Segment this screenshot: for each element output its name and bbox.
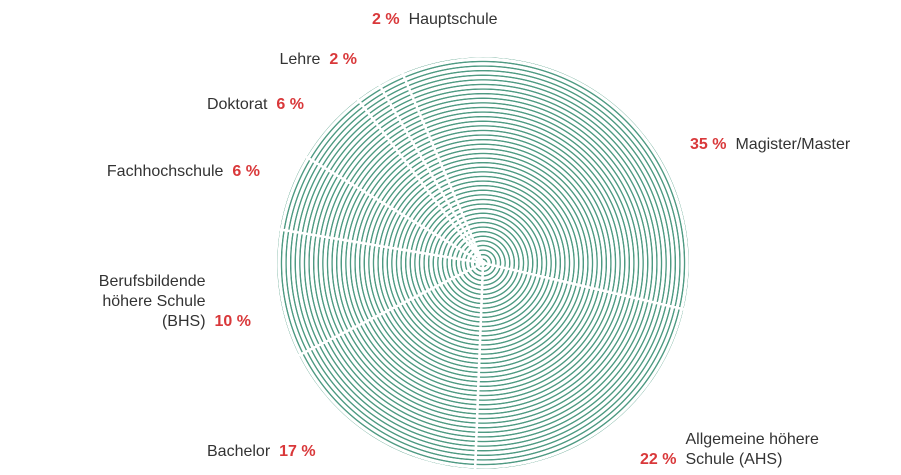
- value-label: 2 %: [372, 11, 400, 28]
- category-label: Magister/Master: [735, 136, 851, 153]
- pie-slice: [296, 260, 485, 472]
- value-label: 22 %: [640, 451, 677, 468]
- category-label: Lehre: [279, 51, 321, 68]
- slice-label: 22 % Allgemeine höhere Schule (AHS): [640, 430, 830, 470]
- slice-label: Bachelor 17 %: [207, 442, 316, 462]
- pie-slice: [377, 70, 485, 264]
- slice-label: 35 % Magister/Master: [690, 135, 850, 155]
- category-label: Bachelor: [207, 443, 271, 460]
- value-label: 6 %: [276, 96, 304, 113]
- category-label: Fachhochschule: [106, 163, 224, 180]
- category-label: Doktorat: [206, 96, 268, 113]
- value-label: 17 %: [279, 443, 316, 460]
- value-label: 2 %: [329, 51, 357, 68]
- slice-label: Doktorat 6 %: [207, 95, 304, 115]
- category-label: Hauptschule: [408, 11, 498, 28]
- value-label: 10 %: [214, 313, 251, 330]
- slice-label: Fachhochschule 6 %: [107, 162, 260, 182]
- pie-slice: [400, 54, 692, 312]
- category-label: Allgemeine höhere Schule (AHS): [685, 431, 819, 468]
- value-label: 35 %: [690, 136, 727, 153]
- slice-label: Berufsbildende höhere Schule (BHS) 10 %: [76, 272, 251, 332]
- slice-label: Lehre 2 %: [280, 50, 358, 70]
- pie-slice: [274, 227, 487, 358]
- value-label: 6 %: [232, 163, 260, 180]
- category-label: Berufsbildende höhere Schule (BHS): [98, 273, 206, 330]
- pie-slice: [473, 261, 687, 472]
- slice-label: 2 % Hauptschule: [372, 10, 498, 30]
